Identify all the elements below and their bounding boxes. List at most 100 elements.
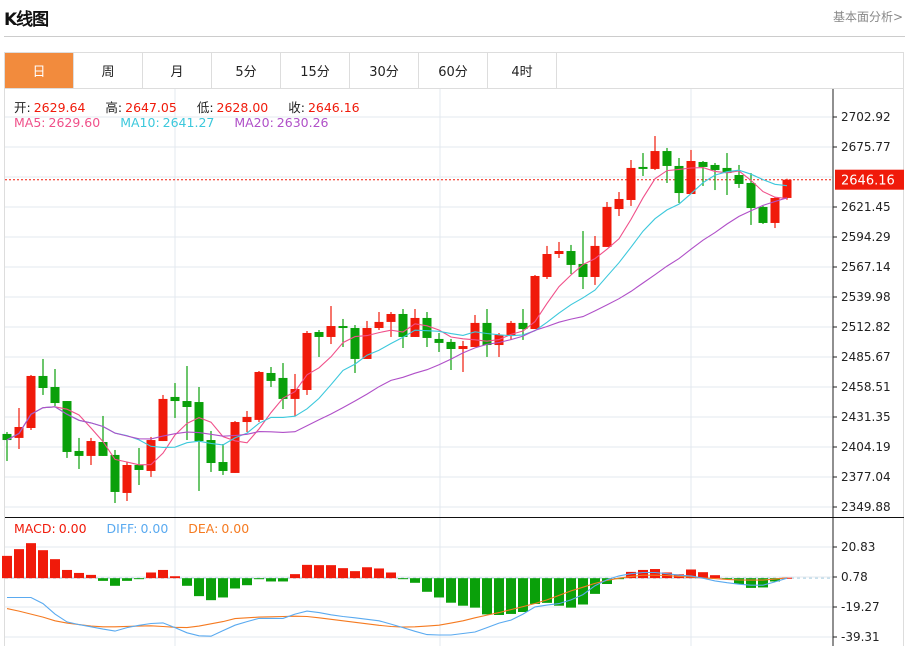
macd-bar: [182, 578, 192, 586]
low-label: 低:: [196, 100, 214, 115]
high-label: 高:: [105, 100, 123, 115]
candle-body: [650, 151, 660, 169]
macd-bar: [446, 578, 456, 603]
candle-body: [734, 175, 744, 184]
candle-body: [326, 326, 336, 337]
price-tick-label: 2567.14: [841, 260, 891, 274]
candle-body: [254, 371, 264, 420]
candle-body: [626, 167, 636, 200]
macd-bar: [578, 578, 588, 605]
candle-body: [74, 450, 84, 456]
candle-body: [194, 402, 204, 442]
candle-body: [302, 332, 312, 390]
macd-value: 0.00: [58, 521, 87, 536]
macd-bar: [482, 578, 492, 615]
candle-body: [722, 167, 732, 174]
candle-body: [146, 440, 156, 471]
page-title: K线图: [4, 10, 49, 30]
candle-body: [230, 422, 240, 473]
diff-label: DIFF:: [106, 521, 138, 536]
macd-bar: [158, 569, 168, 579]
macd-bar: [506, 578, 516, 614]
period-tabs: 日 周 月 5分 15分 30分 60分 4时: [5, 53, 557, 88]
macd-bar: [758, 578, 768, 588]
candle-body: [422, 317, 432, 338]
ma20-line: [6, 197, 788, 441]
macd-bar: [710, 575, 720, 579]
open-label: 开:: [14, 100, 31, 115]
ma5-value: 2629.60: [48, 115, 101, 130]
macd-bar: [734, 578, 744, 585]
candle-body: [2, 433, 12, 441]
macd-bar: [26, 543, 36, 579]
candle-body: [746, 182, 756, 209]
candle-body: [518, 322, 528, 330]
candle-body: [782, 179, 792, 198]
tab-60min[interactable]: 60分: [419, 53, 488, 88]
price-tick-label: 2594.29: [841, 230, 891, 244]
tab-15min[interactable]: 15分: [281, 53, 350, 88]
macd-bar: [698, 572, 708, 579]
macd-tick-label: -39.31: [841, 630, 880, 644]
tab-5min[interactable]: 5分: [212, 53, 281, 88]
macd-bar: [314, 565, 324, 579]
candle-body: [578, 263, 588, 277]
candle-body: [110, 454, 120, 492]
diff-line: [7, 571, 788, 637]
candle-body: [554, 251, 564, 255]
macd-bar: [230, 578, 240, 589]
ma-legend: MA5: 2629.60 MA10: 2641.27 MA20: 2630.26: [14, 115, 332, 130]
candle-body: [638, 166, 648, 169]
high-value: 2647.05: [125, 100, 177, 115]
candle-body: [350, 328, 360, 359]
macd-bar: [278, 578, 288, 582]
dea-value: 0.00: [221, 521, 250, 536]
candle-body: [158, 398, 168, 442]
tab-week[interactable]: 周: [74, 53, 143, 88]
price-tick-label: 2431.35: [841, 410, 891, 424]
candle-body: [674, 165, 684, 194]
macd-bar: [386, 572, 396, 579]
macd-bar: [530, 578, 540, 604]
ma5-line: [6, 167, 788, 466]
candle-body: [278, 377, 288, 399]
tab-day[interactable]: 日: [5, 53, 74, 88]
candle-body: [710, 164, 720, 171]
candle-body: [374, 321, 384, 329]
price-tick-label: 2702.92: [841, 110, 891, 124]
tab-month[interactable]: 月: [143, 53, 212, 88]
ohlc-legend: 开: 2629.64 高: 2647.05 低: 2628.00 收: 2646.16: [14, 97, 363, 116]
candle-body: [530, 275, 540, 330]
macd-bar: [206, 578, 216, 601]
close-value: 2646.16: [307, 100, 360, 115]
macd-tick-label: 0.78: [841, 570, 868, 584]
macd-bar: [602, 578, 612, 585]
macd-bar: [542, 578, 552, 603]
macd-bar: [218, 578, 228, 598]
candle-body: [290, 388, 300, 399]
candle-body: [410, 317, 420, 337]
candle-body: [506, 322, 516, 335]
macd-bar: [50, 559, 60, 579]
macd-bar: [746, 578, 756, 588]
macd-label: MACD:: [14, 521, 56, 536]
tab-4hour[interactable]: 4时: [488, 53, 557, 88]
macd-bar: [326, 565, 336, 579]
macd-bar: [2, 555, 12, 579]
candle-body: [218, 462, 228, 471]
candle-body: [266, 372, 276, 381]
fundamental-analysis-link[interactable]: 基本面分析>: [832, 10, 903, 24]
ma10-label: MA10:: [120, 115, 160, 130]
candle-body: [314, 331, 324, 337]
candle-body: [398, 313, 408, 337]
candle-body: [50, 387, 60, 404]
price-tick-label: 2458.51: [841, 380, 891, 394]
macd-bar: [650, 569, 660, 579]
macd-bar: [62, 569, 72, 579]
chart-container: [4, 52, 904, 646]
tab-30min[interactable]: 30分: [350, 53, 419, 88]
macd-bar: [458, 578, 468, 606]
candle-body: [86, 441, 96, 456]
macd-bar: [254, 578, 264, 580]
